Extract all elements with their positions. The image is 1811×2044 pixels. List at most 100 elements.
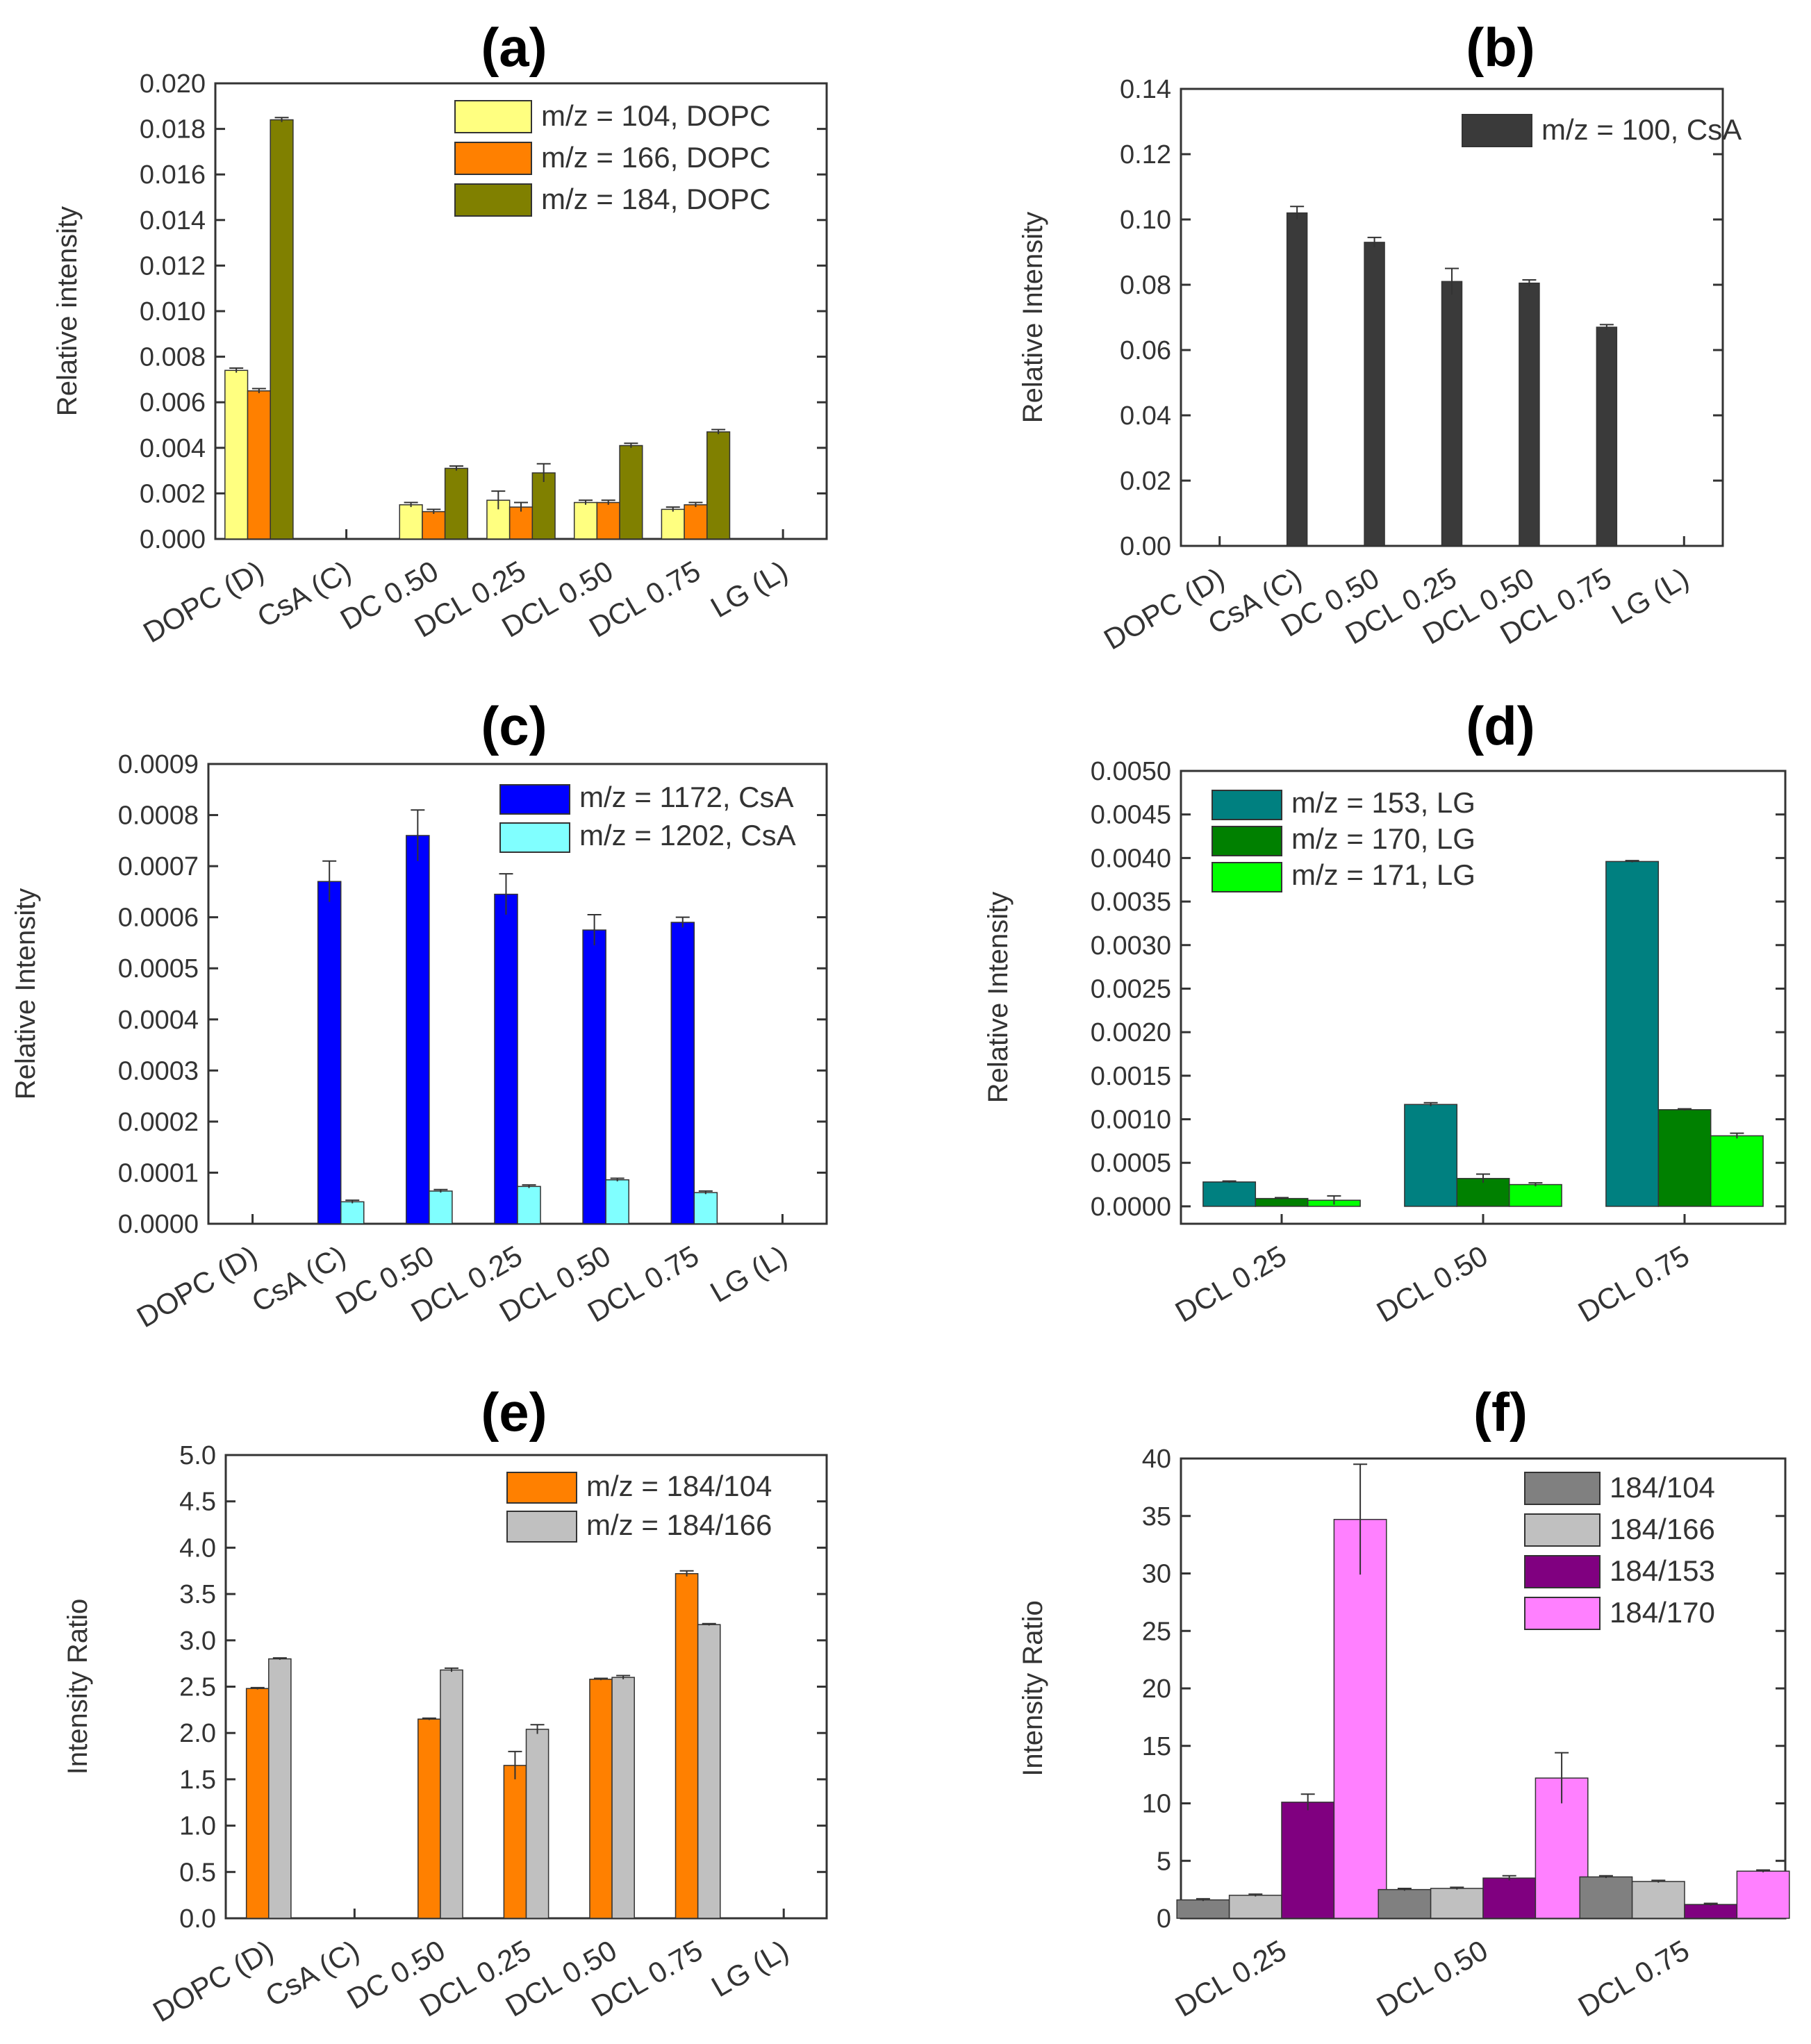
panel-a-ytick-label: 0.006 xyxy=(140,388,206,417)
panel-a-bar xyxy=(508,506,534,540)
panel-c-ytick-label: 0.0009 xyxy=(118,750,199,779)
panel-e-ytick-label: 1.5 xyxy=(179,1765,216,1795)
panel-c-bar xyxy=(494,893,518,1224)
panel-a-bar xyxy=(596,501,620,540)
panel-d-category-label: DCL 0.25 xyxy=(1170,1239,1292,1329)
panel-a-ylabel: Relative intensity xyxy=(52,206,83,416)
panel-f-legend-label: 184/153 xyxy=(1610,1554,1715,1587)
panel-d-bar xyxy=(1508,1183,1562,1207)
panel-f-ytick-label: 0 xyxy=(1157,1904,1171,1934)
panel-b-ytick-label: 0.14 xyxy=(1120,75,1171,104)
panel-a: (a) 0.000 0.002 0.004 0.006 0.008 0.010 0.012 0.… xyxy=(52,17,828,649)
panel-f-ytick-label: 5 xyxy=(1157,1847,1171,1876)
panel-d-ytick-label: 0.0015 xyxy=(1091,1062,1171,1091)
panel-e-ytick-label: 3.0 xyxy=(179,1627,216,1656)
panel-c-ytick-label: 0.0002 xyxy=(118,1108,199,1137)
panel-e-bar xyxy=(525,1729,549,1919)
panel-d-ytick-label: 0.0010 xyxy=(1091,1106,1171,1135)
panel-d-ytick-label: 0.0035 xyxy=(1091,888,1171,917)
panel-c-ytick-label: 0.0008 xyxy=(118,801,199,831)
panel-a-legend-label: m/z = 184, DOPC xyxy=(541,183,770,215)
panel-a-ytick-label: 0.018 xyxy=(140,115,206,144)
panel-d-legend-label: m/z = 170, LG xyxy=(1291,822,1475,855)
panel-b-ylabel: Relative Intensity xyxy=(1018,212,1048,424)
panel-a-legend-label: m/z = 166, DOPC xyxy=(541,141,770,174)
panel-b-category-label: LG (L) xyxy=(1606,561,1694,631)
panel-c-legend-label: m/z = 1172, CsA xyxy=(579,781,794,813)
panel-f-legend-label: 184/104 xyxy=(1610,1471,1715,1504)
panel-f-bar xyxy=(1430,1888,1484,1919)
panel-f-legend-swatch xyxy=(1524,1555,1601,1588)
panel-e-bar xyxy=(611,1677,635,1919)
panel-e-ytick-label: 2.0 xyxy=(179,1719,216,1748)
panel-f-title: (f) xyxy=(1473,1381,1528,1443)
panel-a-ytick-label: 0.002 xyxy=(140,479,206,508)
panel-c-ylabel: Relative Intensity xyxy=(10,888,41,1100)
panel-d-category-label: DCL 0.50 xyxy=(1371,1239,1494,1329)
panel-c-bar xyxy=(693,1192,718,1224)
panel-a-legend-swatch xyxy=(454,100,532,133)
panel-d-ytick-label: 0.0040 xyxy=(1091,844,1171,873)
panel-d-ytick-label: 0.0045 xyxy=(1091,801,1171,830)
panel-f-bar xyxy=(1228,1895,1282,1919)
panel-a-bar xyxy=(270,119,294,540)
panel-f-legend-label: 184/166 xyxy=(1610,1513,1715,1545)
panel-c-legend-swatch xyxy=(499,784,570,815)
panel-e-legend-label: m/z = 184/104 xyxy=(586,1470,772,1502)
panel-d-bar xyxy=(1657,1108,1712,1207)
panel-d-legend-swatch xyxy=(1212,826,1282,856)
panel-d-bar xyxy=(1404,1104,1458,1207)
panel-b-ytick-label: 0.02 xyxy=(1120,467,1171,496)
panel-d-bar xyxy=(1202,1181,1257,1207)
panel-a-ytick-label: 0.012 xyxy=(140,251,206,281)
panel-c-bar xyxy=(429,1190,453,1224)
panel-b-bar xyxy=(1286,212,1308,547)
panel-f-legend-swatch xyxy=(1524,1597,1601,1630)
panel-c-ytick-label: 0.0006 xyxy=(118,904,199,933)
panel-c-legend-swatch xyxy=(499,822,570,853)
panel-a-bar xyxy=(531,472,556,540)
panel-e-bar xyxy=(697,1624,721,1919)
panel-c-bar xyxy=(340,1201,365,1224)
panel-a-ytick-label: 0.000 xyxy=(140,525,206,554)
panel-e-category-label: LG (L) xyxy=(706,1934,794,2003)
panel-f-bar xyxy=(1482,1877,1537,1919)
panel-a-legend-swatch xyxy=(454,183,532,217)
panel-c-ytick-label: 0.0005 xyxy=(118,954,199,983)
panel-c-bar xyxy=(317,881,342,1224)
panel-f-ytick-label: 40 xyxy=(1142,1445,1171,1474)
panel-d-ytick-label: 0.0020 xyxy=(1091,1018,1171,1047)
panel-d-legend-label: m/z = 153, LG xyxy=(1291,786,1475,819)
panel-a-ytick-label: 0.010 xyxy=(140,297,206,326)
panel-c-legend-label: m/z = 1202, CsA xyxy=(579,819,796,851)
panel-a-ytick-label: 0.008 xyxy=(140,343,206,372)
panel-e-ytick-label: 4.5 xyxy=(179,1488,216,1517)
panel-f-ytick-label: 25 xyxy=(1142,1617,1171,1646)
panel-f-legend-swatch xyxy=(1524,1472,1601,1505)
panel-a-bar xyxy=(422,510,446,540)
panel-c: (c) 0.0000 0.0001 0.0002 0.0003 0.0004 0.0005 0… xyxy=(10,695,828,1333)
panel-a-legend-swatch xyxy=(454,142,532,175)
panel-f-bar xyxy=(1281,1802,1335,1919)
panel-f-category-label: DCL 0.75 xyxy=(1573,1934,1695,2023)
panel-f-bar xyxy=(1176,1899,1230,1919)
panel-d-ytick-label: 0.0000 xyxy=(1091,1193,1171,1222)
panel-a-category-label: CsA (C) xyxy=(251,554,356,633)
panel-d-bar xyxy=(1710,1135,1764,1207)
panel-a-bar xyxy=(684,504,708,540)
panel-d-legend-swatch xyxy=(1212,862,1282,892)
panel-b-ytick-label: 0.06 xyxy=(1120,336,1171,365)
panel-d-bar xyxy=(1255,1197,1309,1207)
panel-d-legend-label: m/z = 171, LG xyxy=(1291,858,1475,891)
panel-e-ytick-label: 4.0 xyxy=(179,1534,216,1563)
panel-a-bar xyxy=(706,431,731,540)
panel-f-bar xyxy=(1378,1888,1432,1919)
panel-f-category-label: DCL 0.25 xyxy=(1170,1934,1292,2023)
panel-f-bar xyxy=(1684,1904,1738,1919)
panel-b-legend-swatch xyxy=(1462,114,1532,147)
panel-b: (b) 0.00 0.02 0.04 0.06 0.08 0.10 0.12 0.14 Relat… xyxy=(1018,17,1742,656)
panel-c-bar xyxy=(517,1186,541,1224)
panel-d-ytick-label: 0.0025 xyxy=(1091,974,1171,1004)
panel-a-bar xyxy=(247,390,271,540)
panel-a-title: (a) xyxy=(481,17,547,78)
